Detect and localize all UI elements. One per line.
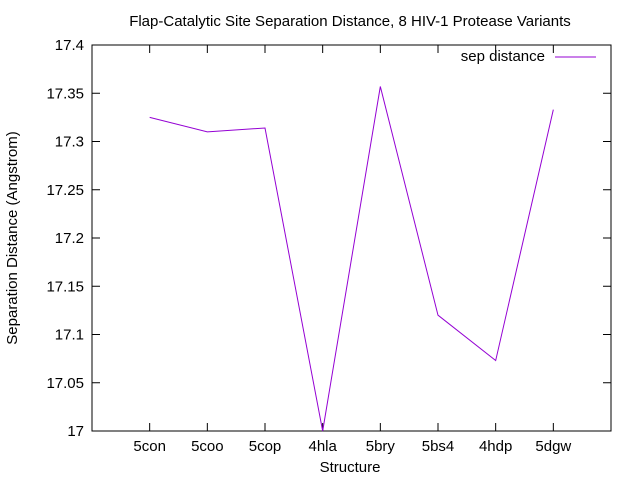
x-axis-label: Structure: [320, 459, 381, 476]
y-tick-label: 17.15: [46, 278, 84, 295]
x-tick-label: 5dgw: [535, 438, 571, 455]
x-tick-label: 5cop: [249, 438, 282, 455]
series-layer: [149, 86, 554, 432]
tick-layer: 17 17.05 17.1 17.15 17.2 17.25 17.3 17.35 17.4 5c…: [46, 37, 611, 455]
y-tick-label: 17: [67, 423, 84, 440]
y-axis-label: Separation Distance (Angstrom): [4, 131, 21, 344]
x-tick-label: 5bs4: [422, 438, 455, 455]
x-tick-label: 5bry: [366, 438, 396, 455]
y-tick-label: 17.25: [46, 182, 84, 199]
legend-label: sep distance: [461, 48, 545, 65]
x-tick-label: 4hdp: [479, 438, 512, 455]
legend: sep distance: [461, 48, 596, 65]
y-tick-label: 17.35: [46, 85, 84, 102]
x-tick-label: 5coo: [191, 438, 224, 455]
chart-title: Flap-Catalytic Site Separation Distance,…: [129, 13, 571, 30]
x-tick-label: 4hla: [308, 438, 337, 455]
x-tick-label: 5con: [133, 438, 166, 455]
y-tick-label: 17.05: [46, 375, 84, 392]
plot-frame: [91, 44, 612, 432]
y-tick-label: 17.3: [55, 134, 84, 151]
y-tick-label: 17.4: [55, 37, 84, 54]
y-tick-label: 17.1: [55, 327, 84, 344]
series-line: [149, 86, 554, 432]
y-tick-label: 17.2: [55, 230, 84, 247]
